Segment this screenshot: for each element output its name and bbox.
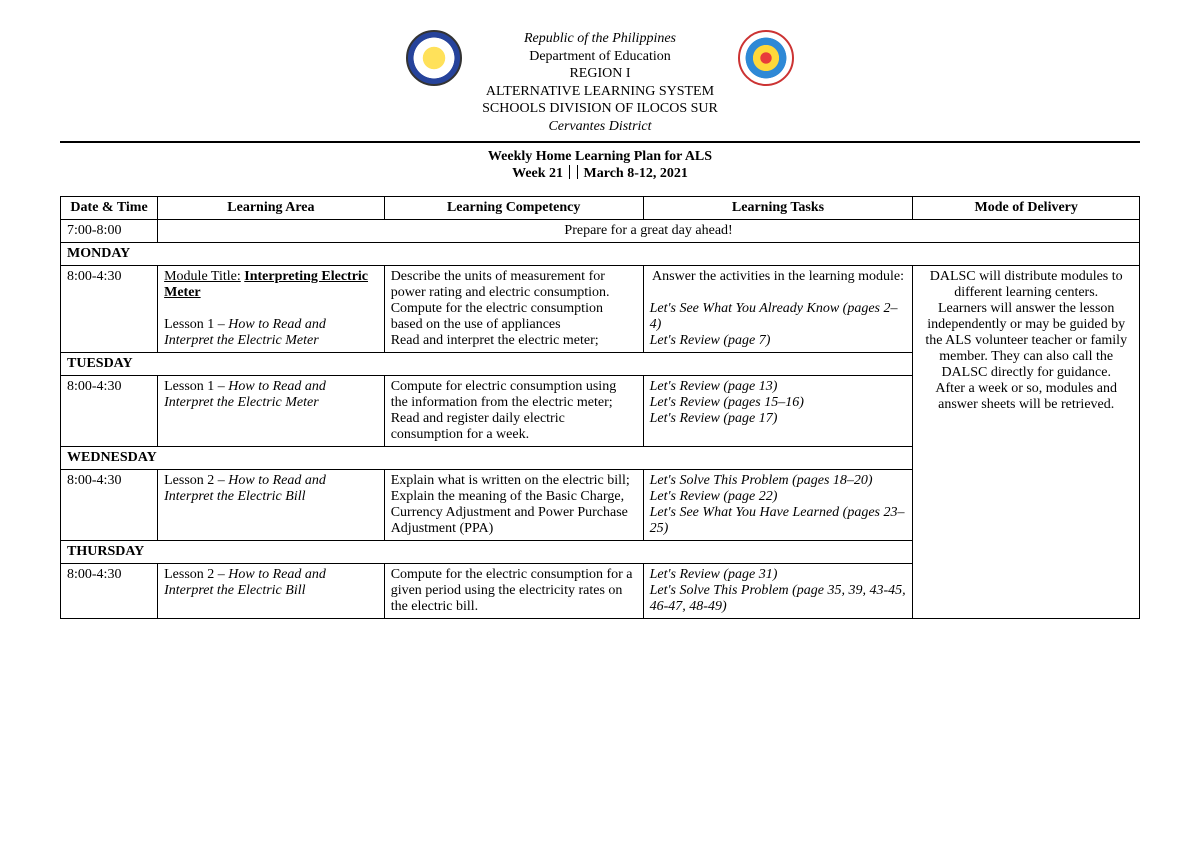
task-item: Let's See What You Already Know (pages 2… xyxy=(650,301,907,333)
day-label: WEDNESDAY xyxy=(61,447,913,470)
col-mode: Mode of Delivery xyxy=(913,197,1140,220)
day-row-monday: MONDAY xyxy=(61,243,1140,266)
prep-time: 7:00-8:00 xyxy=(61,220,158,243)
competency-cell: Describe the units of measurement for po… xyxy=(384,266,643,353)
competency-cell: Compute for the electric consumption for… xyxy=(384,564,643,619)
module-label: Module Title: xyxy=(164,269,241,284)
competency-item: Read and register daily electric consump… xyxy=(391,411,637,443)
day-label: TUESDAY xyxy=(61,353,913,376)
competency-cell: Explain what is written on the electric … xyxy=(384,470,643,541)
learning-area-cell: Lesson 2 – How to Read and Interpret the… xyxy=(158,470,385,541)
letterhead-text: Republic of the Philippines Department o… xyxy=(482,30,718,135)
task-item: Let's Review (page 13) xyxy=(650,379,907,395)
task-item: Let's See What You Have Learned (pages 2… xyxy=(650,505,907,537)
competency-item: Compute for the electric consumption bas… xyxy=(391,301,637,333)
mode-paragraph: Learners will answer the lesson independ… xyxy=(919,301,1133,381)
region-line: REGION I xyxy=(482,65,718,83)
col-tasks: Learning Tasks xyxy=(643,197,913,220)
lesson-prefix: Lesson 2 – xyxy=(164,473,228,488)
task-item: Let's Review (page 22) xyxy=(650,489,907,505)
table-header-row: Date & Time Learning Area Learning Compe… xyxy=(61,197,1140,220)
col-competency: Learning Competency xyxy=(384,197,643,220)
task-item: Let's Review (page 7) xyxy=(650,333,907,349)
tasks-cell: Let's Review (page 31) Let's Solve This … xyxy=(643,564,913,619)
prep-row: 7:00-8:00 Prepare for a great day ahead! xyxy=(61,220,1140,243)
learning-area-cell: Lesson 2 – How to Read and Interpret the… xyxy=(158,564,385,619)
district-line: Cervantes District xyxy=(482,118,718,136)
mode-text: DALSC will distribute modules to differe… xyxy=(919,269,1133,413)
col-area: Learning Area xyxy=(158,197,385,220)
task-item: Let's Review (pages 15–16) xyxy=(650,395,907,411)
plan-subtitle: Week 21 March 8-12, 2021 xyxy=(60,165,1140,182)
divider-icon xyxy=(569,165,570,179)
header-divider xyxy=(60,141,1140,143)
monday-content-row: 8:00-4:30 Module Title: Interpreting Ele… xyxy=(61,266,1140,353)
mode-paragraph: DALSC will distribute modules to differe… xyxy=(919,269,1133,301)
prep-text: Prepare for a great day ahead! xyxy=(158,220,1140,243)
document-letterhead: Republic of the Philippines Department o… xyxy=(60,30,1140,135)
task-item: Let's Solve This Problem (page 35, 39, 4… xyxy=(650,583,907,615)
competency-item: Explain the meaning of the Basic Charge,… xyxy=(391,489,637,537)
learning-area-cell: Module Title: Interpreting Electric Mete… xyxy=(158,266,385,353)
module-title-line: Module Title: Interpreting Electric Mete… xyxy=(164,269,378,301)
time-cell: 8:00-4:30 xyxy=(61,376,158,447)
learning-area-cell: Lesson 1 – How to Read and Interpret the… xyxy=(158,376,385,447)
republic-line: Republic of the Philippines xyxy=(482,30,718,48)
mode-of-delivery-cell: DALSC will distribute modules to differe… xyxy=(913,266,1140,619)
time-cell: 8:00-4:30 xyxy=(61,564,158,619)
competency-item: Compute for electric consumption using t… xyxy=(391,379,637,411)
mode-paragraph: After a week or so, modules and answer s… xyxy=(919,381,1133,413)
competency-item: Compute for the electric consumption for… xyxy=(391,567,637,615)
competency-item: Describe the units of measurement for po… xyxy=(391,269,637,301)
competency-item: Explain what is written on the electric … xyxy=(391,473,637,489)
dept-line: Department of Education xyxy=(482,48,718,66)
task-item: Let's Review (page 17) xyxy=(650,411,907,427)
time-cell: 8:00-4:30 xyxy=(61,470,158,541)
lesson-line: Lesson 2 – How to Read and Interpret the… xyxy=(164,473,378,505)
lesson-line: Lesson 1 – How to Read and Interpret the… xyxy=(164,317,378,349)
plan-title: Weekly Home Learning Plan for ALS xyxy=(60,149,1140,165)
tasks-cell: Answer the activities in the learning mo… xyxy=(643,266,913,353)
task-item: Let's Review (page 31) xyxy=(650,567,907,583)
day-label: THURSDAY xyxy=(61,541,913,564)
tasks-cell: Let's Review (page 13) Let's Review (pag… xyxy=(643,376,913,447)
tasks-cell: Let's Solve This Problem (pages 18–20) L… xyxy=(643,470,913,541)
lesson-line: Lesson 1 – How to Read and Interpret the… xyxy=(164,379,378,411)
col-datetime: Date & Time xyxy=(61,197,158,220)
task-item: Let's Solve This Problem (pages 18–20) xyxy=(650,473,907,489)
lesson-prefix: Lesson 1 – xyxy=(164,317,228,332)
time-cell: 8:00-4:30 xyxy=(61,266,158,353)
als-line: ALTERNATIVE LEARNING SYSTEM xyxy=(482,83,718,101)
document-title: Weekly Home Learning Plan for ALS Week 2… xyxy=(60,149,1140,182)
division-seal-icon xyxy=(738,30,794,86)
learning-plan-table: Date & Time Learning Area Learning Compe… xyxy=(60,196,1140,619)
day-label: MONDAY xyxy=(61,243,1140,266)
competency-cell: Compute for electric consumption using t… xyxy=(384,376,643,447)
date-range: March 8-12, 2021 xyxy=(584,166,688,181)
week-label: Week 21 xyxy=(512,166,563,181)
lesson-line: Lesson 2 – How to Read and Interpret the… xyxy=(164,567,378,599)
divider-icon xyxy=(577,165,578,179)
division-line: SCHOOLS DIVISION OF ILOCOS SUR xyxy=(482,100,718,118)
deped-seal-icon xyxy=(406,30,462,86)
lesson-prefix: Lesson 1 – xyxy=(164,379,228,394)
lesson-prefix: Lesson 2 – xyxy=(164,567,228,582)
competency-item: Read and interpret the electric meter; xyxy=(391,333,637,349)
task-intro: Answer the activities in the learning mo… xyxy=(650,269,907,285)
